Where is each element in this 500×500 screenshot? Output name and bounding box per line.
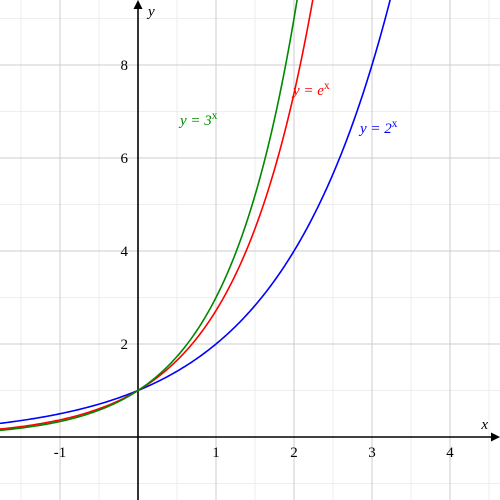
exponential-chart: -1 1 2 3 4 2 4 6 8 x y y = 2x y = ex y = 3x bbox=[0, 0, 500, 500]
ytick-label: 2 bbox=[121, 337, 129, 353]
y-axis-label: y bbox=[146, 4, 155, 20]
xtick-label: 4 bbox=[446, 445, 454, 461]
ytick-label: 8 bbox=[121, 58, 129, 74]
x-axis-label: x bbox=[480, 417, 488, 433]
ytick-label: 4 bbox=[121, 244, 129, 260]
xtick-label: 2 bbox=[290, 445, 298, 461]
ytick-label: 6 bbox=[121, 151, 129, 167]
curve-3x-label: y = 3x bbox=[180, 110, 217, 130]
curve-2x-label: y = 2x bbox=[360, 118, 397, 138]
xtick-label: -1 bbox=[54, 445, 67, 461]
xtick-label: 1 bbox=[212, 445, 220, 461]
xtick-label: 3 bbox=[368, 445, 376, 461]
curve-ex-label: y = ex bbox=[293, 80, 330, 100]
